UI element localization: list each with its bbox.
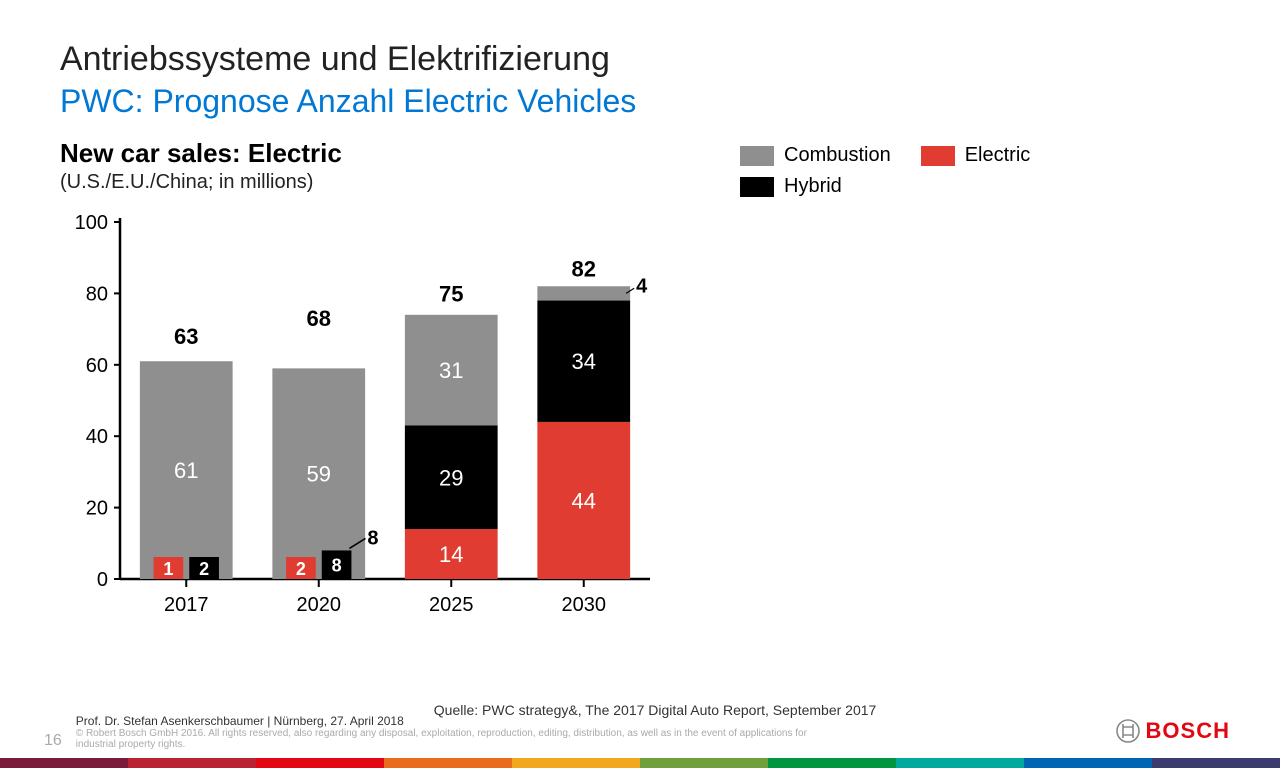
legend-label: Combustion: [784, 144, 891, 167]
svg-text:82: 82: [572, 256, 596, 281]
svg-text:80: 80: [86, 283, 108, 305]
chart-subtitle: (U.S./E.U./China; in millions): [60, 171, 680, 194]
slide-footer: 16 Prof. Dr. Stefan Asenkerschbaumer | N…: [0, 702, 1280, 750]
legend-swatch: [740, 177, 774, 197]
slide-title: Antriebssysteme und Elektrifizierung: [60, 40, 1220, 79]
color-stripe: [0, 758, 1280, 768]
svg-text:40: 40: [86, 426, 108, 448]
svg-text:34: 34: [572, 349, 596, 374]
svg-text:2030: 2030: [562, 594, 607, 616]
footer-copyright: © Robert Bosch GmbH 2016. All rights res…: [76, 728, 836, 750]
legend-label: Hybrid: [784, 175, 842, 198]
svg-text:20: 20: [86, 498, 108, 520]
svg-text:2020: 2020: [297, 594, 342, 616]
bosch-logo-icon: [1116, 719, 1140, 743]
legend-swatch: [921, 146, 955, 166]
legend-swatch: [740, 146, 774, 166]
slide-subtitle: PWC: Prognose Anzahl Electric Vehicles: [60, 83, 1220, 120]
bar-chart: 0 20 40 60 80 100 61 1 2 63 2017 59 2 8 8 68 2020 14 29 31 7…: [60, 204, 660, 634]
bosch-logo-text: BOSCH: [1146, 718, 1230, 744]
svg-text:31: 31: [439, 358, 463, 383]
svg-text:0: 0: [97, 569, 108, 591]
chart-title: New car sales: Electric: [60, 138, 680, 169]
bosch-logo: BOSCH: [1116, 718, 1230, 744]
svg-text:75: 75: [439, 281, 463, 306]
svg-text:1: 1: [163, 559, 173, 579]
svg-text:8: 8: [367, 527, 378, 549]
svg-text:68: 68: [307, 306, 331, 331]
legend-label: Electric: [965, 144, 1031, 167]
footer-author: Prof. Dr. Stefan Asenkerschbaumer | Nürn…: [76, 714, 404, 728]
svg-text:61: 61: [174, 458, 198, 483]
chart-legend: Combustion Electric Hybrid: [740, 144, 1030, 639]
svg-text:60: 60: [86, 355, 108, 377]
svg-text:59: 59: [307, 462, 331, 487]
svg-text:2: 2: [199, 559, 209, 579]
footer-source: Quelle: PWC strategy&, The 2017 Digital …: [434, 702, 877, 718]
svg-text:2: 2: [296, 559, 306, 579]
svg-text:4: 4: [636, 275, 648, 297]
svg-text:29: 29: [439, 465, 463, 490]
svg-text:63: 63: [174, 324, 198, 349]
legend-item-hybrid: Hybrid: [740, 175, 842, 198]
legend-item-combustion: Combustion: [740, 144, 891, 167]
svg-text:44: 44: [572, 488, 596, 513]
page-number: 16: [44, 732, 62, 750]
svg-text:2025: 2025: [429, 594, 474, 616]
svg-text:14: 14: [439, 542, 463, 567]
svg-text:8: 8: [332, 556, 342, 576]
svg-text:2017: 2017: [164, 594, 209, 616]
svg-text:100: 100: [75, 212, 108, 234]
legend-item-electric: Electric: [921, 144, 1031, 167]
